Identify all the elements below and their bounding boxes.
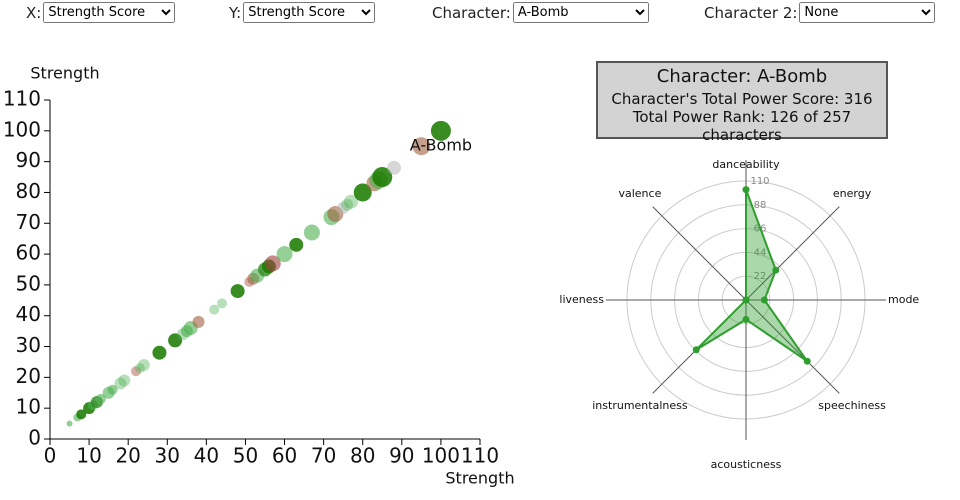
point <box>114 377 127 390</box>
x-tick-label: 90 <box>389 444 414 468</box>
point <box>337 201 350 214</box>
radar-label: danceability <box>712 158 780 171</box>
point <box>387 160 401 175</box>
label: Character: <box>432 3 511 22</box>
point <box>344 194 358 209</box>
y-tick-label: 40 <box>16 302 41 326</box>
character-select[interactable]: A-Bomb <box>512 2 649 23</box>
y-axis-label: Strength <box>30 64 99 83</box>
x-tick-label: 70 <box>311 444 336 468</box>
point <box>276 246 293 263</box>
x-tick-label: 20 <box>115 444 140 468</box>
y-control: Y: Strength Score <box>229 2 376 23</box>
point <box>134 363 145 374</box>
annotation: A-Bomb <box>410 135 472 154</box>
x-tick-label: 30 <box>155 444 180 468</box>
y-tick-label: 100 <box>3 117 41 141</box>
point <box>168 333 183 348</box>
point <box>209 304 220 315</box>
point <box>217 298 227 309</box>
info-box: Character: A-Bomb Character's Total Powe… <box>596 61 888 144</box>
y-tick-label: 10 <box>16 395 41 419</box>
radar-label: energy <box>833 187 872 200</box>
character2-control: Character 2: None <box>704 2 936 23</box>
point <box>353 183 372 202</box>
radar-label: acousticness <box>711 458 782 471</box>
point <box>303 224 320 241</box>
y-tick-label: 110 <box>3 87 41 111</box>
x-tick-label: 10 <box>76 444 101 468</box>
y-tick-label: 90 <box>16 148 41 172</box>
point <box>131 366 141 377</box>
radar-label: liveness <box>559 293 604 306</box>
point <box>107 384 118 395</box>
point <box>264 255 281 272</box>
x-tick-label: 60 <box>272 444 297 468</box>
r-tick-label: 110 <box>750 176 769 187</box>
r-tick-label: 44 <box>754 247 767 258</box>
point <box>152 345 167 360</box>
point <box>95 393 106 404</box>
character2-select[interactable]: None <box>799 2 936 23</box>
label: Character 2: <box>704 3 798 22</box>
info-line: Character's Total Power Score: 316 <box>611 90 873 108</box>
x-tick-label: 80 <box>350 444 375 468</box>
x-control: X: Strength Score <box>26 2 176 23</box>
radar-axis <box>745 206 840 301</box>
x-axis-label: Strength <box>445 469 514 488</box>
point <box>289 237 304 252</box>
point <box>372 167 393 188</box>
radar-point <box>760 296 768 304</box>
x-tick-label: 0 <box>44 444 57 468</box>
radar-point <box>772 266 780 274</box>
y-tick-label: 80 <box>16 179 41 203</box>
point <box>118 374 131 387</box>
x-tick-label: 40 <box>194 444 219 468</box>
radar-axis <box>652 206 747 301</box>
y-select[interactable]: Strength Score <box>243 2 376 23</box>
info-line: Total Power Rank: 126 of 257 characters <box>632 108 852 144</box>
radar-point <box>742 186 750 194</box>
radar-label: instrumentalness <box>592 399 688 412</box>
x-tick-label: 100 <box>422 444 460 468</box>
point <box>412 137 431 156</box>
point <box>230 284 245 299</box>
radar-label: valence <box>618 187 661 200</box>
y-tick-label: 70 <box>16 210 41 234</box>
radar-point <box>742 315 750 323</box>
radar-label: mode <box>888 293 919 306</box>
r-tick-label: 22 <box>754 271 767 282</box>
radar-area <box>695 189 809 363</box>
radar-label: speechiness <box>818 399 886 412</box>
x-tick-label: 110 <box>461 444 499 468</box>
y-tick-label: 50 <box>16 271 41 295</box>
radar-point <box>803 357 811 365</box>
label: X: <box>26 3 42 22</box>
point <box>341 198 354 211</box>
radar-point <box>692 346 700 354</box>
point <box>76 409 87 420</box>
character-control: Character: A-Bomb <box>432 2 649 23</box>
radar-axis <box>745 299 840 394</box>
y-tick-label: 0 <box>28 426 41 450</box>
r-tick-label: 88 <box>754 200 767 211</box>
x-tick-label: 50 <box>233 444 258 468</box>
label: Y: <box>229 3 242 22</box>
x-select[interactable]: Strength Score <box>43 2 176 23</box>
y-tick-label: 30 <box>16 333 41 357</box>
point <box>430 120 451 141</box>
y-tick-label: 60 <box>16 241 41 265</box>
radar-point <box>742 296 750 304</box>
point <box>137 359 150 372</box>
info-title: Character: A-Bomb <box>656 66 828 87</box>
y-tick-label: 20 <box>16 364 41 388</box>
point <box>192 315 205 328</box>
point <box>66 420 73 427</box>
